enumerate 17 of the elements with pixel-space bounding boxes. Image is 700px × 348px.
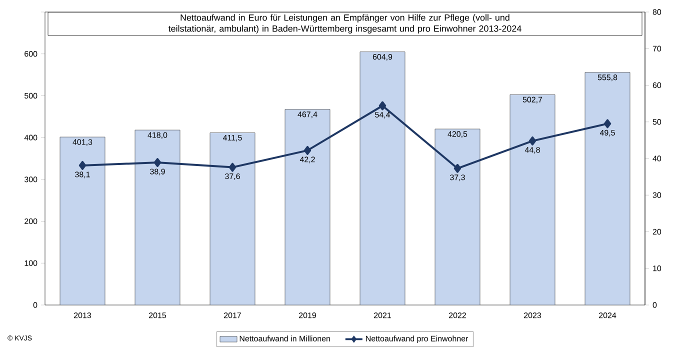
- point: [304, 146, 312, 155]
- bar: [60, 137, 105, 305]
- point: [228, 162, 236, 172]
- point: [528, 136, 536, 146]
- point: [604, 119, 612, 128]
- bar: [134, 130, 180, 305]
- bar: [360, 52, 406, 305]
- point: [454, 164, 462, 173]
- bar: [210, 132, 256, 305]
- text: Nettoaufwand in Euro für Leistungen an Empfänger von Hilfe zur Pflege (voll- und teilstationär, ambulant) in Baden-Württemberg insgesamt und pro Einwohner 2013-2024: [168, 14, 522, 34]
- bar: [284, 109, 330, 305]
- bar: [510, 94, 556, 305]
- point: [378, 101, 386, 110]
- point: [154, 158, 162, 168]
- bar: [434, 128, 480, 305]
- bar: [584, 72, 630, 305]
- point: [78, 160, 86, 170]
